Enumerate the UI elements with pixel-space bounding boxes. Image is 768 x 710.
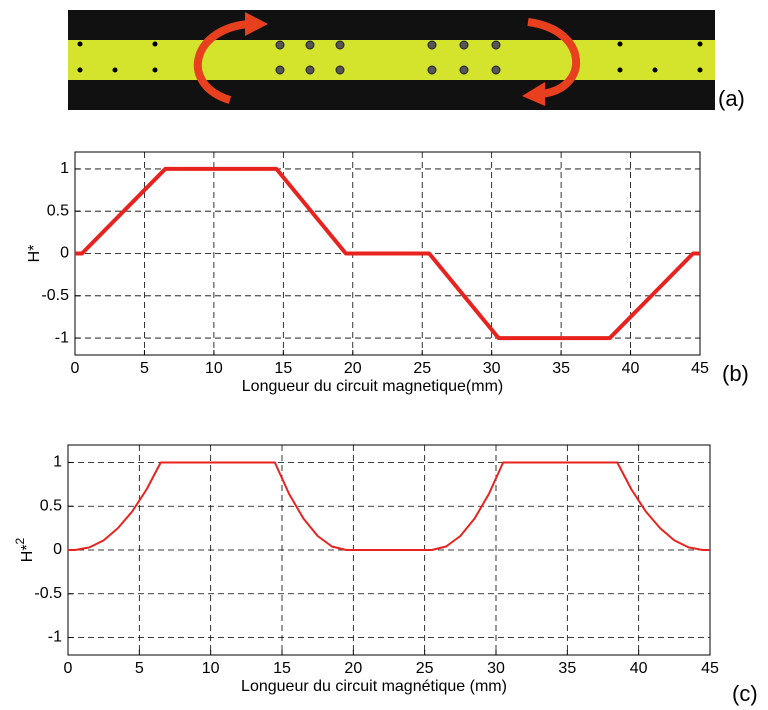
rivets	[275, 40, 501, 75]
x-tick-label: 45	[691, 360, 709, 377]
x-tick-label: 5	[135, 660, 144, 677]
x-tick-label: 10	[202, 660, 220, 677]
x-tick-label: 20	[344, 360, 362, 377]
y-tick-label: 0.5	[47, 202, 69, 219]
y-axis-label-text: H*	[26, 245, 43, 263]
y-tick-label: -0.5	[41, 287, 69, 304]
y-tick-label: 0	[53, 541, 62, 558]
data-line	[68, 461, 710, 551]
data-line	[75, 166, 700, 341]
y-axis-label: H*	[26, 245, 43, 263]
x-tick-label: 30	[483, 360, 501, 377]
x-tick-label: 0	[64, 660, 73, 677]
x-tick-label: 20	[344, 660, 362, 677]
y-axis-label-text: H*	[19, 544, 36, 562]
x-tick-label: 35	[552, 360, 570, 377]
y-tick-label: -1	[48, 629, 62, 646]
x-tick-label: 45	[701, 660, 719, 677]
x-tick-label: 15	[273, 660, 291, 677]
x-axis-label: Longueur du circuit magnetique(mm)	[242, 378, 503, 395]
x-tick-label: 30	[487, 660, 505, 677]
y-tick-label: -0.5	[34, 585, 62, 602]
x-tick-label: 25	[416, 660, 434, 677]
x-tick-label: 40	[630, 660, 648, 677]
arrow-right	[527, 18, 580, 98]
panel-label: (a)	[718, 86, 745, 111]
x-tick-label: 40	[622, 360, 640, 377]
x-tick-label: 25	[413, 360, 431, 377]
x-axis-label: Longueur du circuit magnétique (mm)	[241, 678, 507, 695]
x-tick-label: 35	[558, 660, 576, 677]
y-axis-label-exponent: 2	[13, 537, 27, 544]
arrow-left-head	[245, 12, 268, 36]
x-tick-label: 15	[274, 360, 292, 377]
x-tick-label: 0	[71, 360, 80, 377]
y-axis-label: H*2	[13, 537, 36, 562]
arrow-left	[193, 20, 249, 104]
x-tick-label: 5	[140, 360, 149, 377]
x-tick-label: 10	[205, 360, 223, 377]
arrow-right-head	[522, 82, 545, 106]
y-tick-label: 0	[60, 245, 69, 262]
y-tick-label: 1	[53, 454, 62, 471]
panel-label: (c)	[732, 681, 758, 706]
dots	[77, 41, 703, 73]
circuit-band	[68, 40, 715, 80]
y-tick-label: 0.5	[40, 497, 62, 514]
panel-label: (b)	[722, 361, 749, 386]
y-tick-label: -1	[55, 329, 69, 346]
panel-a-drawing	[68, 10, 715, 110]
y-tick-label: 1	[60, 160, 69, 177]
